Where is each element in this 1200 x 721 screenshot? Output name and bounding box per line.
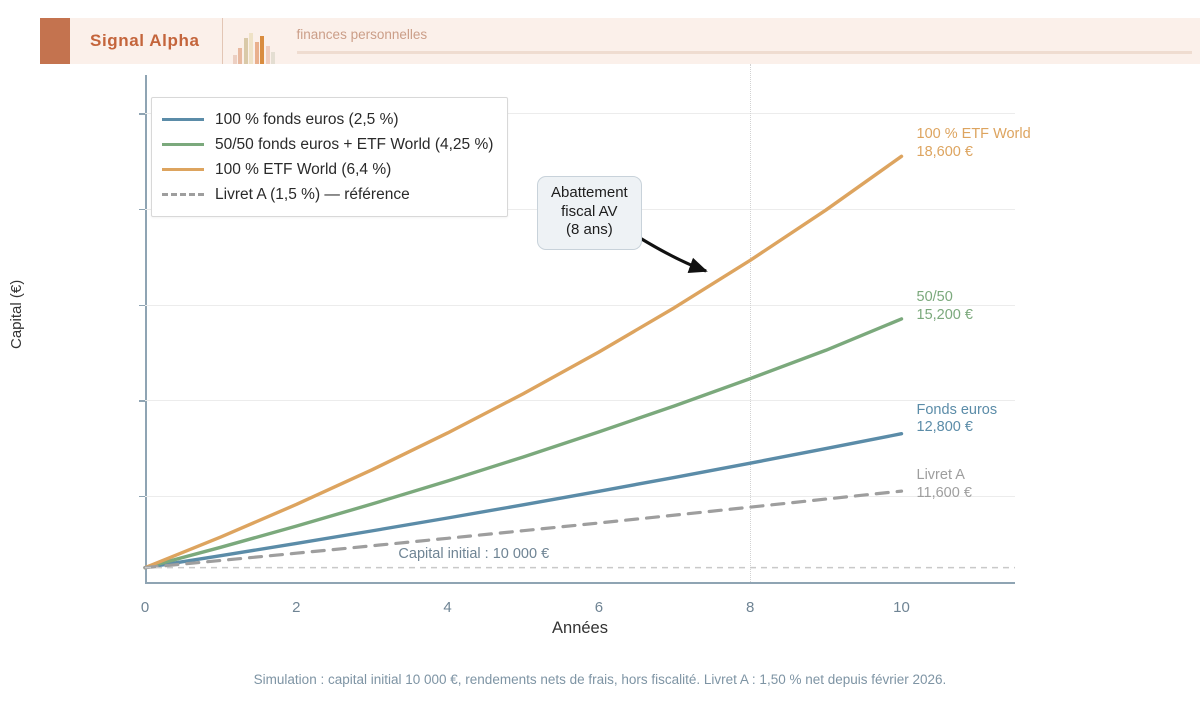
subtitle-container: finances personnelles (283, 18, 1200, 64)
logo-bar-4 (254, 42, 259, 64)
end-label-value-1: 15,200 € (916, 306, 973, 323)
chart-legend[interactable]: 100 % fonds euros (2,5 %) 50/50 fonds eur… (151, 97, 509, 217)
logo-bar-5 (260, 36, 265, 64)
end-label-value-0: 12,800 € (916, 419, 973, 436)
footer-note: Simulation : capital initial 10 000 €, r… (253, 672, 947, 687)
x-tick-label-0: 0 (140, 599, 150, 616)
x-tick-label-1: 2 (292, 599, 301, 616)
end-label-2: 100 % ETF World 18,600 € (917, 126, 1031, 161)
subtitle-text: finances personnelles (296, 27, 428, 43)
logo-bar-7 (271, 52, 276, 64)
gridline-x-8 (750, 64, 752, 582)
y-axis-line (145, 75, 147, 582)
y-tick-mark-3 (139, 208, 145, 211)
y-tick-mark-2 (139, 304, 145, 306)
gridline-y-4 (145, 113, 1015, 115)
logo-bar-2 (243, 38, 248, 64)
gridline-y-2 (145, 304, 1015, 306)
y-tick-mark-4 (139, 113, 145, 115)
series-lines (143, 154, 1015, 570)
chart-container: Capital (€) 11 500 €13 500 €15 500 €17 5… (0, 64, 1200, 721)
series-line-0 (143, 432, 904, 570)
logo-bar-3 (249, 33, 254, 64)
abattement-fiscal-callout: Abattement fiscal AV (8 ans) (537, 176, 642, 250)
end-label-name-0: Fonds euros (916, 401, 998, 418)
end-label-value-2: 18,600 € (916, 143, 973, 160)
legend-swatch-0 (162, 118, 204, 121)
capital-initial-annotation: Capital initial : 10 000 € (398, 545, 550, 562)
legend-item-2[interactable]: 100 % ETF World (6,4 %) (162, 157, 493, 182)
legend-item-1[interactable]: 50/50 fonds euros + ETF World (4,25 %) (162, 132, 493, 157)
callout-line-1: fiscal AV (561, 202, 618, 220)
y-tick-mark-1 (139, 400, 145, 402)
gridline-y-0 (145, 495, 1015, 497)
end-label-3: Livret A 11,600 € (917, 467, 972, 502)
legend-swatch-2 (162, 168, 204, 171)
end-label-1: 50/50 15,200 € (917, 289, 973, 324)
series-line-2 (143, 154, 904, 570)
legend-swatch-3 (162, 193, 204, 196)
legend-label-3: Livret A (1,5 %) — référence (215, 185, 410, 203)
y-axis-label: Capital (€) (8, 279, 25, 349)
logo-bar-6 (265, 46, 270, 64)
callout-line-2: (8 ans) (566, 221, 613, 239)
legend-item-0[interactable]: 100 % fonds euros (2,5 %) (162, 107, 493, 132)
y-tick-mark-0 (139, 495, 145, 498)
x-tick-label-2: 4 (443, 599, 452, 616)
callout-line-0: Abattement (551, 184, 628, 201)
logo-bar-1 (238, 48, 243, 64)
legend-item-3[interactable]: Livret A (1,5 %) — référence (162, 182, 493, 207)
legend-label-1: 50/50 fonds euros + ETF World (4,25 %) (215, 135, 494, 153)
header-accent-block (40, 18, 70, 64)
legend-label-0: 100 % fonds euros (2,5 %) (215, 110, 399, 128)
end-label-name-2: 100 % ETF World (916, 126, 1031, 143)
logo-bar-0 (232, 55, 237, 64)
gridline-y-1 (145, 400, 1015, 402)
x-axis-label: Années (552, 619, 608, 637)
bar-chart-logo-icon (223, 18, 283, 70)
brand-container: Signal Alpha (70, 18, 223, 64)
legend-label-2: 100 % ETF World (6,4 %) (215, 160, 392, 178)
x-tick-label-5: 10 (893, 599, 910, 616)
x-tick-label-3: 6 (594, 599, 604, 616)
series-line-1 (143, 317, 904, 570)
brand-title: Signal Alpha (90, 31, 200, 50)
plot-area: 11 500 €13 500 €15 500 €17 500 €19 500 €… (139, 64, 1031, 616)
end-label-name-1: 50/50 (916, 288, 953, 305)
app-header: Signal Alpha finances personnelles (40, 18, 1200, 64)
end-label-value-3: 11,600 € (916, 484, 972, 501)
header-rule (296, 50, 1192, 54)
legend-swatch-1 (162, 143, 204, 146)
end-label-name-3: Livret A (916, 467, 965, 484)
x-axis-line (145, 582, 1015, 584)
series-line-3 (143, 489, 904, 570)
x-tick-label-4: 8 (746, 599, 755, 616)
end-label-0: Fonds euros 12,800 € (917, 402, 998, 437)
